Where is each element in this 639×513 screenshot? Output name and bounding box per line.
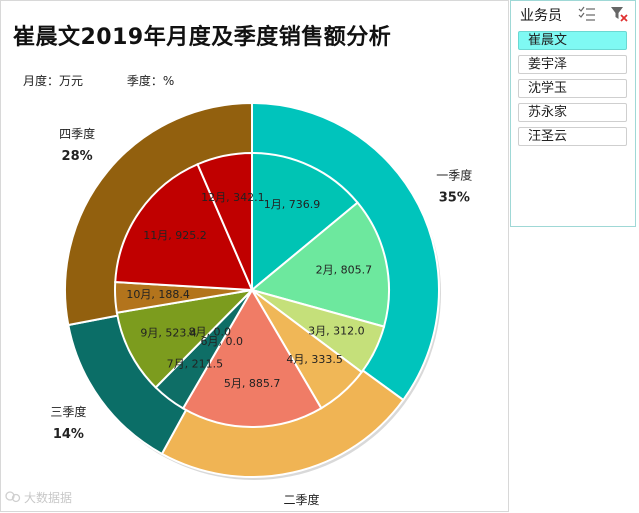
inner-data-label-0: 1月, 736.9 <box>264 198 320 211</box>
inner-slice-1 <box>249 201 390 328</box>
inner-slice-8 <box>115 288 255 389</box>
slicer-item-4[interactable]: 汪圣云 <box>518 127 627 146</box>
slicer-item-0[interactable]: 崔晨文 <box>518 31 627 50</box>
watermark-text: 大数据据 <box>24 491 73 505</box>
quarter-label-1: 二季度 <box>283 492 319 507</box>
quarter-label-2: 三季度 <box>50 404 86 419</box>
slicer-title: 业务员 <box>520 8 562 24</box>
slicer-item-label: 汪圣云 <box>528 129 568 144</box>
nested-pie-chart: 1月, 736.9 2月, 805.7 3月, 312.0 4月, 333.5 5月, … <box>50 101 472 507</box>
quarter-percent-3: 28% <box>62 149 93 164</box>
inner-slice-11 <box>196 151 253 291</box>
inner-data-label-11: 12月, 342.1 <box>201 191 264 204</box>
slicer-header: 业务员 <box>511 1 635 27</box>
clear-filter-icon[interactable] <box>610 5 628 23</box>
slicer-item-1[interactable]: 姜宇泽 <box>518 55 627 74</box>
inner-data-label-8: 9月, 523.4 <box>140 326 196 339</box>
slicer-item-label: 崔晨文 <box>528 33 568 48</box>
slicer-item-3[interactable]: 苏永家 <box>518 103 627 122</box>
inner-data-label-3: 4月, 333.5 <box>286 353 342 366</box>
unit-note: 月度：万元 季度：% <box>23 72 174 89</box>
chart-area: 崔晨文2019年月度及季度销售额分析 月度：万元 季度：% 1月, 736.9 2… <box>0 0 509 512</box>
inner-data-label-6: 7月, 211.5 <box>167 358 223 371</box>
chart-title: 崔晨文2019年月度及季度销售额分析 <box>13 25 392 50</box>
inner-slice-4 <box>181 288 323 428</box>
slicer-item-label: 苏永家 <box>528 105 568 120</box>
quarter-label-0: 一季度 <box>436 167 472 182</box>
inner-slice-0 <box>251 151 359 293</box>
inner-data-label-4: 5月, 885.7 <box>224 377 280 390</box>
inner-data-label-2: 3月, 312.0 <box>308 324 364 337</box>
inner-data-label-1: 2月, 805.7 <box>316 263 372 276</box>
watermark: 大数据据 <box>5 489 72 506</box>
slicer-item-label: 沈学玉 <box>528 81 568 96</box>
quarter-label-3: 四季度 <box>59 126 95 141</box>
inner-slice-10 <box>114 162 254 292</box>
unit-month-label: 月度：万元 <box>23 74 84 88</box>
inner-data-label-10: 11月, 925.2 <box>143 229 206 242</box>
quarter-percent-2: 14% <box>53 427 84 442</box>
slicer-item-label: 姜宇泽 <box>528 57 568 72</box>
watermark-icon <box>5 491 21 503</box>
unit-quarter-label: 季度：% <box>126 74 175 88</box>
inner-data-label-7: 8月, 0.0 <box>189 326 232 339</box>
inner-data-label-9: 10月, 188.4 <box>126 288 189 301</box>
salesperson-slicer: 业务员 崔晨文 姜宇泽 沈学玉 苏永家 汪圣云 <box>510 0 636 227</box>
quarter-percent-0: 35% <box>439 190 470 205</box>
slicer-item-2[interactable]: 沈学玉 <box>518 79 627 98</box>
inner-data-label-5: 6月, 0.0 <box>201 335 244 348</box>
multi-select-icon[interactable] <box>578 6 596 22</box>
